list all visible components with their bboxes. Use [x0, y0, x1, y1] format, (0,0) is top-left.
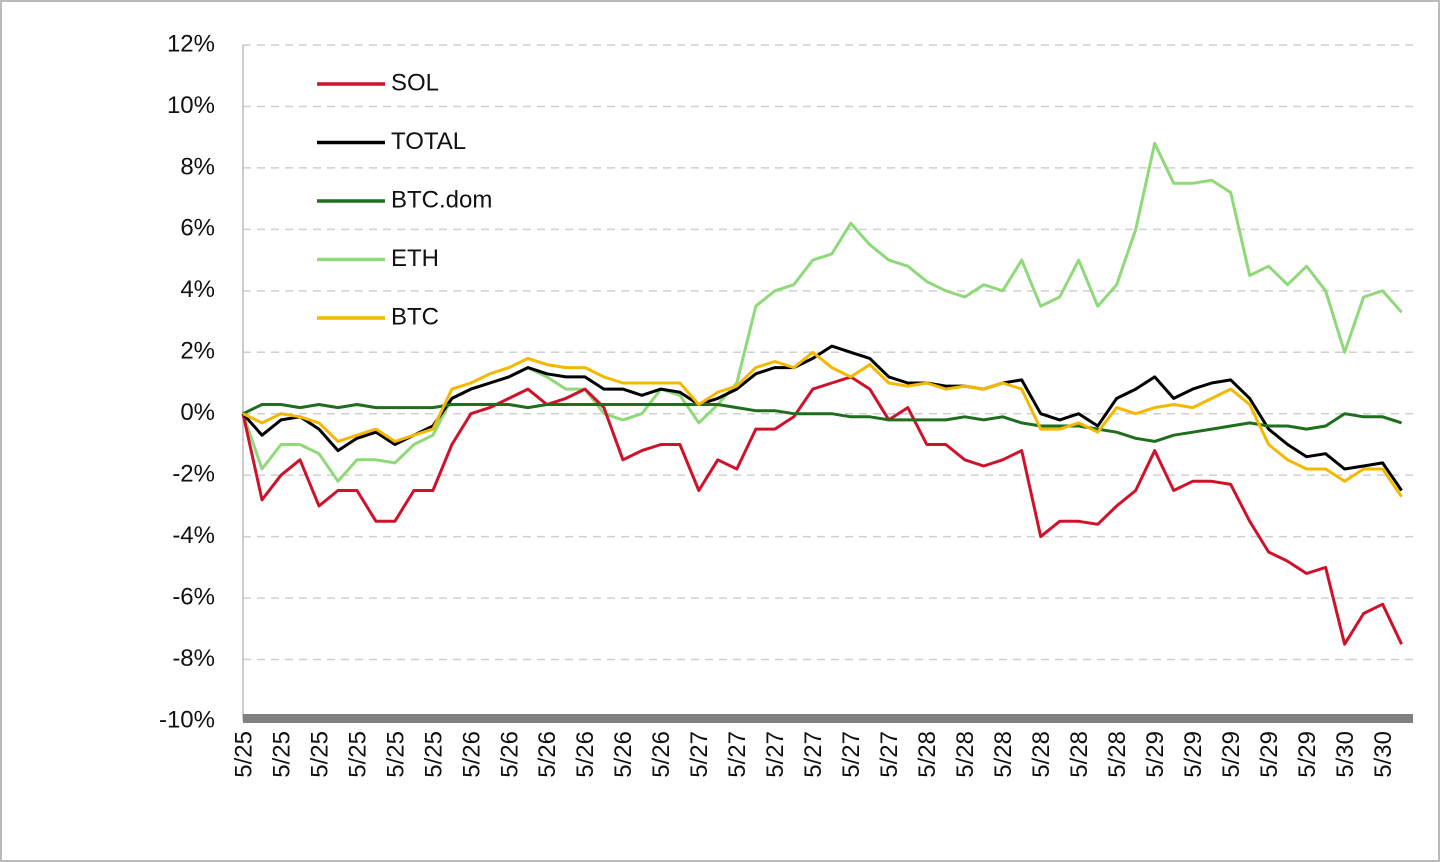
legend-label: ETH — [391, 245, 439, 272]
series-line — [242, 350, 1403, 498]
y-tick-label: 10% — [167, 92, 215, 119]
y-tick-label: -8% — [172, 645, 215, 672]
y-tick-label: 12% — [167, 30, 215, 57]
x-tick-label: 5/29 — [1142, 731, 1169, 778]
x-tick-label: 5/29 — [1180, 731, 1207, 778]
y-tick-label: 2% — [180, 338, 215, 365]
x-tick-label: 5/26 — [648, 731, 675, 778]
y-tick-label: 4% — [180, 276, 215, 303]
x-tick-label: 5/25 — [230, 731, 257, 778]
y-tick-label: -6% — [172, 583, 215, 610]
x-tick-label: 5/26 — [610, 731, 637, 778]
y-tick-label: -2% — [172, 461, 215, 488]
legend-label: BTC — [391, 303, 439, 330]
x-tick-label: 5/28 — [1104, 731, 1131, 778]
x-tick-label: 5/27 — [686, 731, 713, 778]
legend-label: TOTAL — [391, 128, 466, 155]
x-tick-label: 5/27 — [762, 731, 789, 778]
x-tick-label: 5/25 — [306, 731, 333, 778]
x-tick-label: 5/26 — [534, 731, 561, 778]
x-tick-label: 5/30 — [1370, 731, 1397, 778]
x-tick-label: 5/27 — [724, 731, 751, 778]
y-tick-label: -10% — [159, 706, 215, 733]
x-tick-label: 5/29 — [1256, 731, 1283, 778]
series-line — [241, 375, 1403, 646]
x-tick-label: 5/27 — [800, 731, 827, 778]
x-tick-label: 5/29 — [1294, 731, 1321, 778]
x-tick-label: 5/28 — [990, 731, 1017, 778]
x-tick-label: 5/28 — [914, 731, 941, 778]
x-tick-label: 5/26 — [496, 731, 523, 778]
x-axis — [243, 714, 1413, 723]
y-tick-label: 8% — [180, 153, 215, 180]
x-tick-label: 5/25 — [382, 731, 409, 778]
x-tick-label: 5/29 — [1218, 731, 1245, 778]
x-tick-label: 5/26 — [458, 731, 485, 778]
x-tick-label: 5/30 — [1332, 731, 1359, 778]
x-tick-label: 5/25 — [268, 731, 295, 778]
x-tick-label: 5/27 — [876, 731, 903, 778]
legend-label: SOL — [391, 69, 439, 96]
y-tick-label: 6% — [180, 215, 215, 242]
x-tick-label: 5/26 — [572, 731, 599, 778]
x-tick-label: 5/25 — [420, 731, 447, 778]
x-tick-label: 5/28 — [1066, 731, 1093, 778]
series-line — [241, 141, 1403, 483]
x-tick-label: 5/28 — [1028, 731, 1055, 778]
x-tick-label: 5/28 — [952, 731, 979, 778]
legend-label: BTC.dom — [391, 186, 492, 213]
x-tick-label: 5/25 — [344, 731, 371, 778]
series-line — [242, 403, 1403, 443]
y-tick-label: -4% — [172, 522, 215, 549]
y-tick-label: 0% — [180, 399, 215, 426]
x-tick-label: 5/27 — [838, 731, 865, 778]
